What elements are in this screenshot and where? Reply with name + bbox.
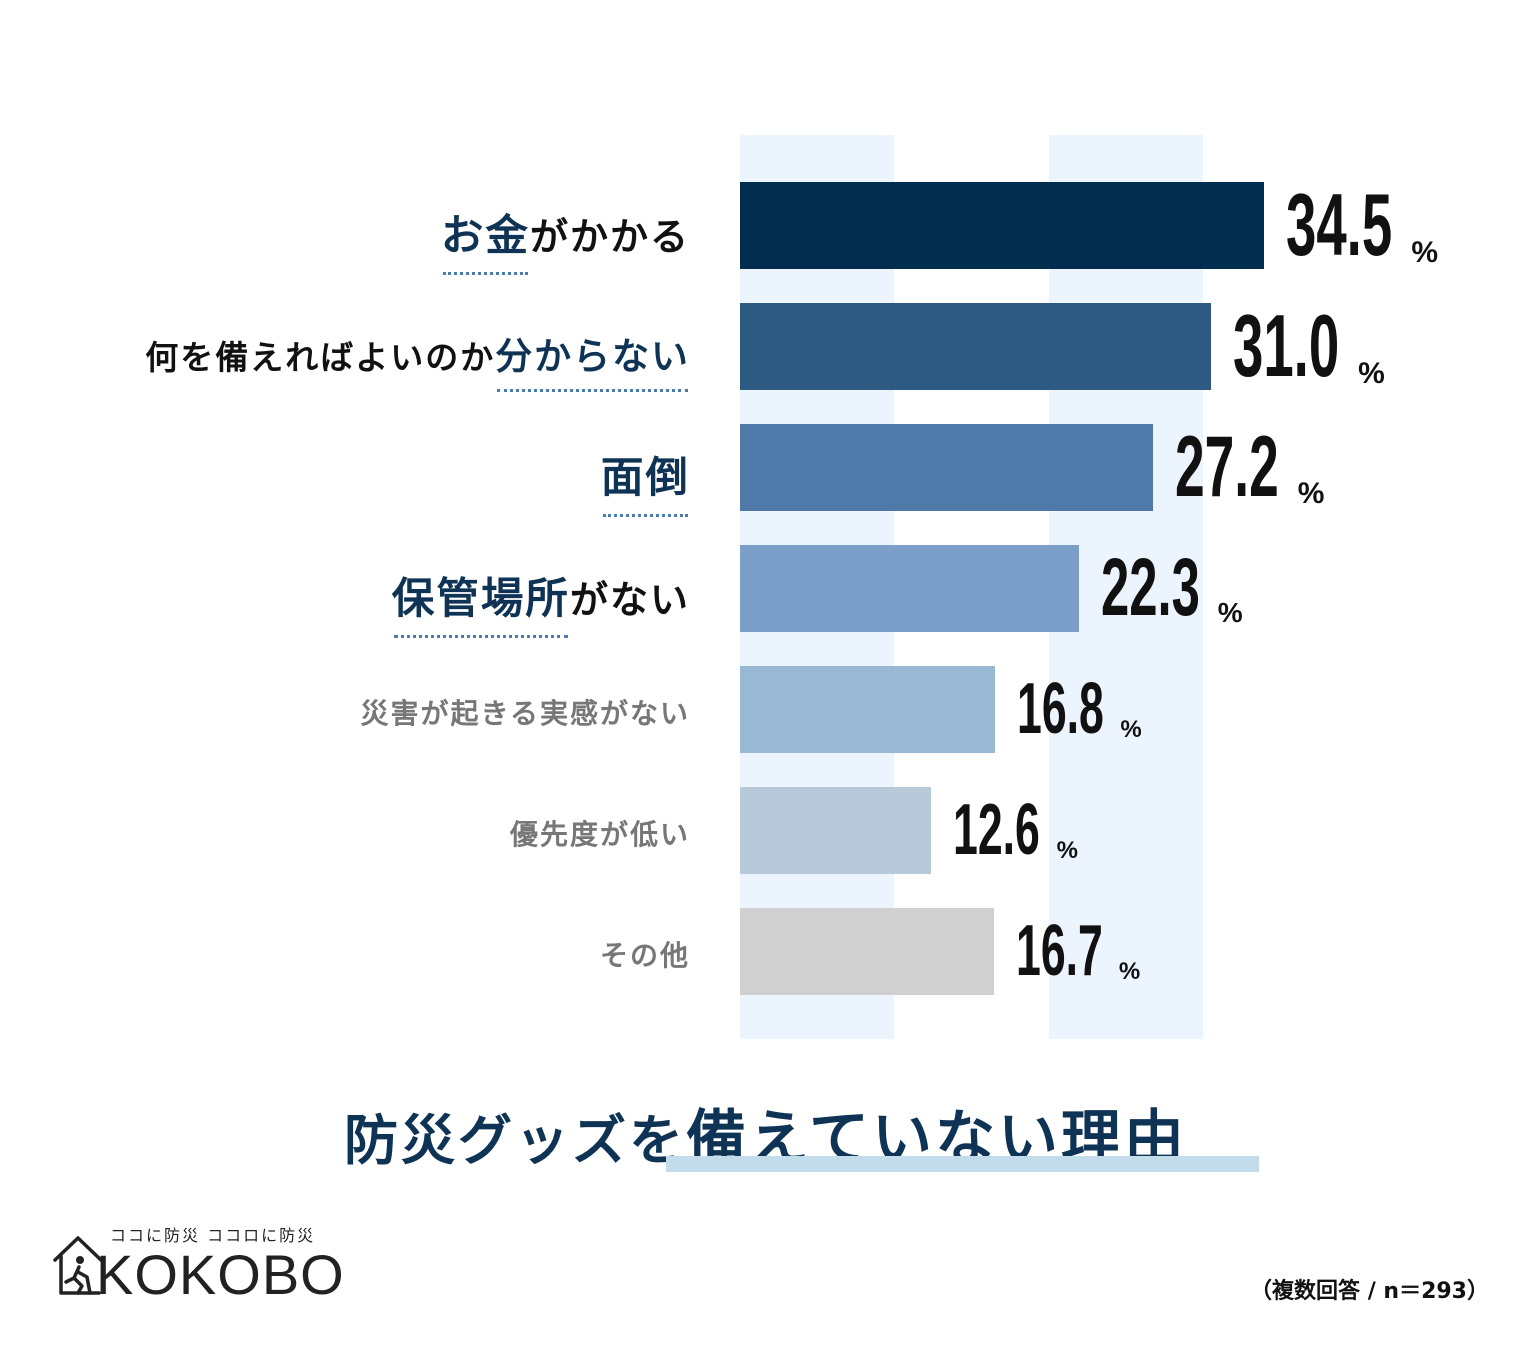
label-emphasis: お金 [441, 202, 530, 275]
value-label: 12.6% [953, 789, 1093, 871]
label-emphasis: 分からない [495, 326, 690, 393]
value-unit: % [1297, 476, 1325, 510]
logo-wordmark: KOKOBO [96, 1243, 345, 1306]
category-label: 保管場所がない [392, 565, 690, 638]
bar [740, 908, 994, 995]
category-label: 災害が起きる実感がない [361, 692, 690, 732]
label-text: 何を備えればよいのか [145, 338, 496, 378]
bar [740, 424, 1154, 511]
category-label: 優先度が低い [510, 813, 690, 853]
value-number: 34.5 [1286, 175, 1393, 275]
category-label: お金がかかる [441, 202, 690, 275]
value-unit: % [1120, 715, 1142, 743]
value-unit: % [1056, 836, 1078, 864]
category-label: 何を備えればよいのか分からない [145, 326, 690, 393]
bar [740, 303, 1211, 390]
value-unit: % [1217, 596, 1243, 628]
value-label: 16.7% [1016, 910, 1156, 992]
bar [740, 666, 996, 753]
title-underline [666, 1156, 1259, 1172]
label-text: 災害が起きる実感がない [360, 697, 690, 731]
bar [740, 182, 1264, 269]
label-text: がかかる [529, 214, 690, 259]
value-label: 16.8% [1017, 668, 1157, 750]
value-number: 27.2 [1175, 418, 1279, 515]
value-number: 12.6 [953, 789, 1041, 870]
value-number: 22.3 [1100, 541, 1200, 633]
value-unit: % [1358, 357, 1385, 391]
value-unit: % [1411, 236, 1439, 270]
value-unit: % [1118, 957, 1141, 985]
bar [740, 545, 1079, 632]
value-label: 22.3% [1101, 541, 1261, 635]
label-text: がない [569, 577, 690, 622]
label-emphasis: 保管場所 [392, 565, 570, 638]
house-person-icon [53, 1236, 103, 1295]
value-label: 27.2% [1175, 418, 1342, 517]
value-number: 16.7 [1015, 910, 1103, 991]
sample-note: （複数回答 / n＝293） [1250, 1279, 1489, 1304]
logo-tagline: ココに防災 ココロに防災 [110, 1226, 316, 1245]
title-part-1: 防災グッズを [344, 1109, 686, 1172]
value-number: 31.0 [1232, 296, 1340, 396]
value-label: 34.5% [1286, 174, 1457, 276]
label-emphasis: 面倒 [601, 444, 690, 517]
category-label: その他 [600, 934, 690, 974]
label-text: 優先度が低い [509, 818, 690, 852]
bar [740, 787, 932, 874]
kokobo-logo [53, 1236, 103, 1295]
category-label: 面倒 [601, 444, 690, 517]
value-label: 31.0% [1233, 295, 1404, 397]
label-text: その他 [599, 939, 690, 973]
value-number: 16.8 [1017, 668, 1105, 749]
